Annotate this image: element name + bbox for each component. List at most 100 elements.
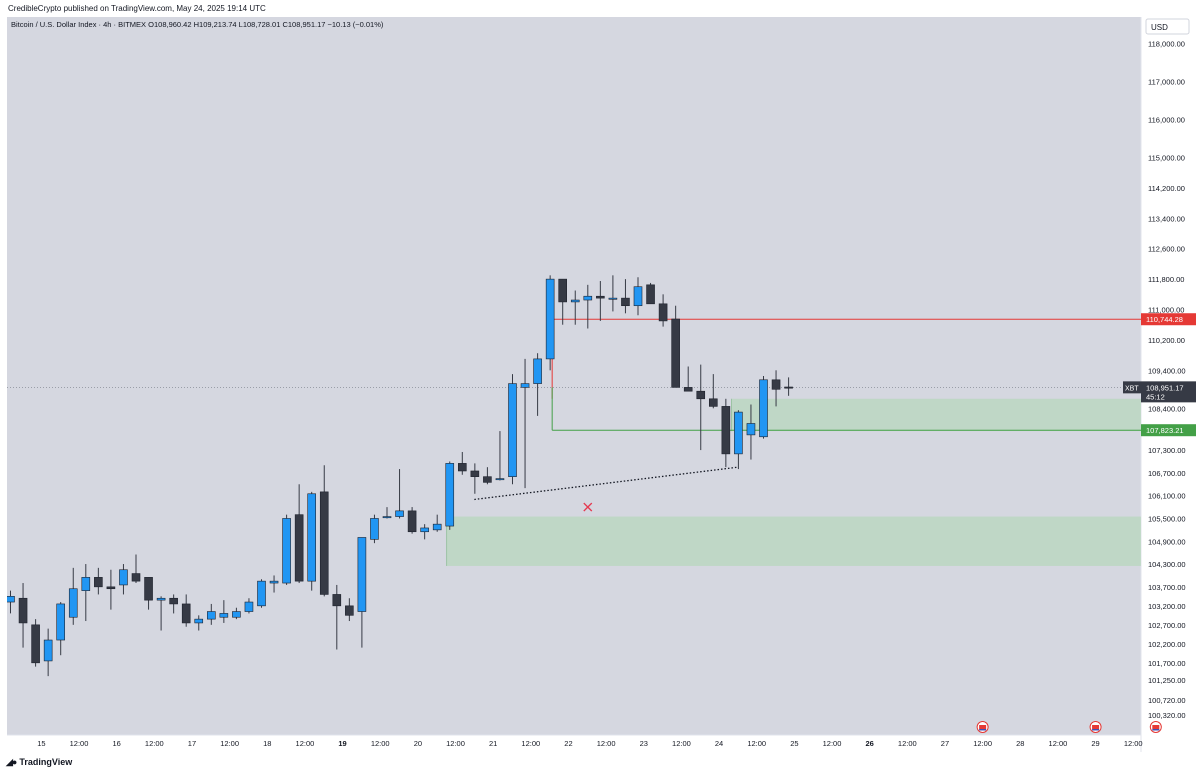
ohlc-value-0: 108,960.42: [154, 20, 194, 29]
symbol-ohlc-line: Bitcoin / U.S. Dollar Index · 4h · BITME…: [11, 20, 384, 29]
candle-body: [596, 295, 605, 299]
y-tick-label: 104,900.00: [1148, 537, 1186, 546]
chart-frame[interactable]: Bitcoin / U.S. Dollar Index · 4h · BITME…: [6, 17, 1196, 752]
x-tick-label: 24: [715, 739, 723, 748]
y-tick-label: 108,400.00: [1148, 404, 1186, 413]
candle-body: [269, 580, 279, 584]
candle-body: [470, 470, 480, 477]
candle-body: [106, 586, 116, 590]
currency-button: [1145, 18, 1190, 35]
candle-body: [633, 286, 643, 307]
y-tick-label: 106,700.00: [1148, 469, 1186, 478]
x-tick-label: 12:00: [70, 739, 89, 748]
x-tick-label: 25: [790, 739, 798, 748]
x-tick-label: 12:00: [898, 739, 917, 748]
x-tick-label: 26: [866, 739, 874, 748]
x-tick-label: 12:00: [1049, 739, 1068, 748]
candle-body: [219, 613, 229, 618]
publish-info: CredibleCrypto published on TradingView.…: [8, 4, 266, 13]
candle-body: [407, 510, 417, 533]
event-flag-stripe: [979, 725, 987, 729]
ohlc-value-4: −10.13 (−0.01%): [328, 20, 384, 29]
y-tick-label: 102,700.00: [1148, 621, 1186, 630]
ohlc-key-0: O: [148, 20, 154, 29]
event-flag-stripe: [1152, 725, 1160, 729]
event-flag-stripe: [1092, 725, 1100, 729]
x-tick-label: 22: [564, 739, 572, 748]
candle-body: [6, 596, 15, 603]
candle-body: [746, 423, 756, 436]
y-tick-label: 106,100.00: [1148, 492, 1186, 501]
price-chart[interactable]: Bitcoin / U.S. Dollar Index · 4h · BITME…: [6, 17, 1196, 752]
symbol-title: Bitcoin / U.S. Dollar Index · 4h · BITME…: [11, 20, 148, 29]
candle-body: [420, 527, 429, 533]
x-tick-label: 27: [941, 739, 949, 748]
candle-body: [181, 603, 191, 624]
x-tick-label: 12:00: [823, 739, 842, 748]
x-tick-label: 12:00: [1124, 739, 1143, 748]
candle-body: [621, 297, 630, 307]
candle-body: [94, 577, 103, 588]
candle-body: [131, 573, 141, 582]
candle-body: [307, 493, 317, 582]
candle-body: [508, 383, 517, 477]
candle-body: [570, 299, 580, 303]
candle-body: [658, 303, 668, 322]
candle-body: [370, 518, 379, 540]
candle-body: [319, 491, 329, 595]
x-tick-label: 28: [1016, 739, 1024, 748]
x-tick-label: 12:00: [597, 739, 616, 748]
candle-body: [683, 387, 693, 392]
x-tick-label: 12:00: [672, 739, 691, 748]
candle-body: [784, 386, 793, 389]
chart-header: CredibleCrypto published on TradingView.…: [0, 0, 1200, 17]
bar-countdown: 45:12: [1146, 392, 1165, 401]
ohlc-key-1: H: [194, 20, 199, 29]
plot-background: [7, 17, 1141, 735]
resistance-price-label: 110,744.28: [1146, 315, 1183, 324]
x-tick-label: 12:00: [220, 739, 239, 748]
time-axis-background: [7, 735, 1141, 752]
x-tick-label: 19: [338, 739, 346, 748]
candle-body: [520, 383, 530, 388]
resistance-price-tag: [1141, 313, 1196, 326]
y-tick-label: 100,720.00: [1148, 696, 1186, 705]
candle-body: [232, 611, 241, 618]
candle-body: [558, 278, 568, 303]
tradingview-brand[interactable]: ◢● TradingView: [6, 757, 72, 768]
candle-body: [759, 379, 768, 438]
current-price-label: 108,951.17: [1146, 383, 1184, 392]
candle-body: [357, 537, 367, 612]
candle-body: [56, 603, 66, 641]
candle-body: [207, 611, 216, 620]
currency-label: USD: [1151, 23, 1168, 32]
x-tick-label: 21: [489, 739, 497, 748]
candle-body: [671, 318, 680, 388]
x-tick-label: 12:00: [145, 739, 164, 748]
x-tick-label: 12:00: [446, 739, 465, 748]
candle-body: [332, 594, 342, 607]
candle-body: [18, 597, 28, 624]
x-tick-label: 23: [640, 739, 648, 748]
candle-body: [395, 510, 404, 517]
ohlc-value-3: 108,951.17: [288, 20, 328, 29]
candle-body: [294, 514, 304, 582]
event-flag-stripe: [1152, 729, 1160, 731]
y-tick-label: 118,000.00: [1148, 40, 1185, 49]
demand-zone: [446, 516, 1141, 566]
candle-body: [734, 411, 743, 455]
brand-label: TradingView: [19, 757, 73, 767]
x-tick-label: 12:00: [747, 739, 766, 748]
tradingview-logo-icon: ◢●: [6, 757, 17, 767]
y-tick-label: 105,500.00: [1148, 514, 1186, 523]
y-tick-label: 102,200.00: [1148, 640, 1186, 649]
candle-body: [708, 398, 718, 407]
ohlc-value-1: 109,213.74: [199, 20, 239, 29]
symbol-tag: [1123, 381, 1141, 394]
y-tick-label: 111,800.00: [1148, 275, 1184, 284]
y-tick-label: 103,200.00: [1148, 602, 1186, 611]
y-tick-label: 112,600.00: [1148, 245, 1185, 254]
candle-body: [721, 406, 731, 455]
y-tick-label: 101,250.00: [1148, 676, 1186, 685]
x-tick-label: 18: [263, 739, 271, 748]
